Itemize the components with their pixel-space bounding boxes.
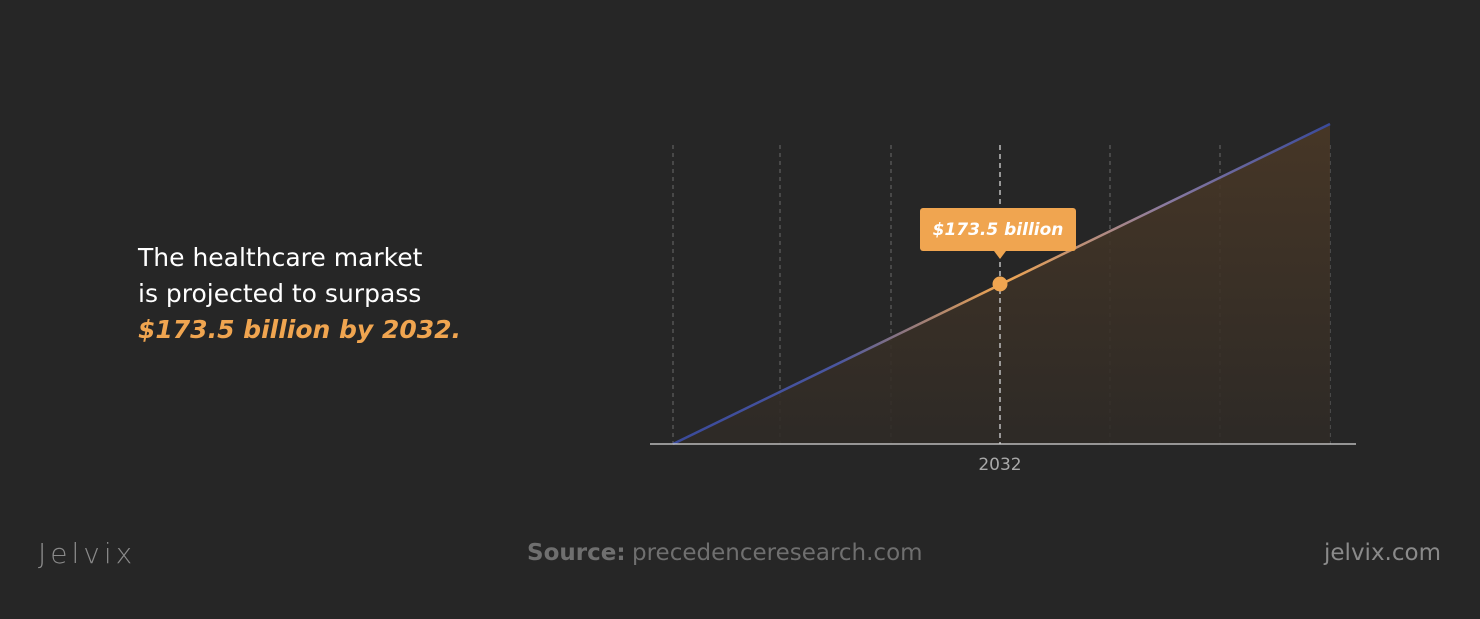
source-label: Source: xyxy=(527,540,626,566)
headline-highlight: $173.5 billion by 2032. xyxy=(138,315,461,344)
site: jelvix.com xyxy=(1323,540,1441,566)
callout-box xyxy=(920,208,1076,251)
callout-pointer xyxy=(994,251,1006,259)
headline-line: is projected to surpass xyxy=(138,279,421,308)
highlight-point xyxy=(992,276,1008,292)
source: precedenceresearch.com xyxy=(632,540,923,566)
callout-label: $173.5 billion xyxy=(933,220,1064,240)
headline-line: The healthcare market xyxy=(137,243,423,272)
x-label: 2032 xyxy=(978,455,1021,475)
logo: Jelvix xyxy=(38,537,136,570)
